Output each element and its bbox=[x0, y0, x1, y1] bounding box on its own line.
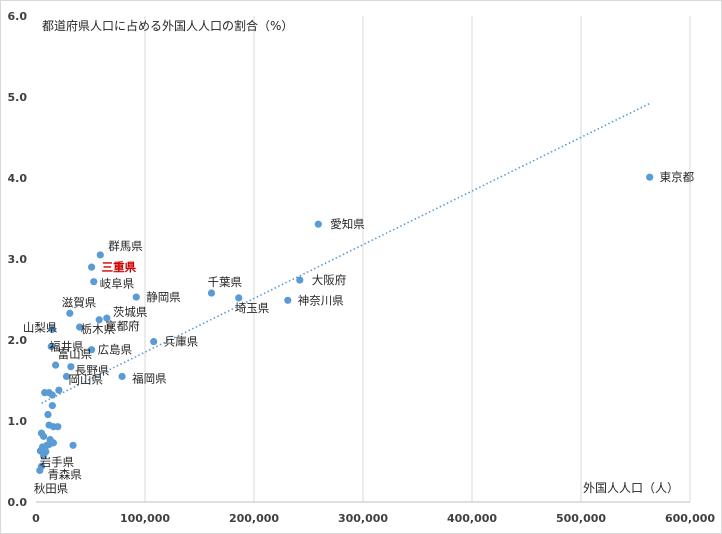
data-point bbox=[62, 372, 71, 381]
point-label: 神奈川県 bbox=[298, 293, 344, 307]
data-point bbox=[69, 441, 77, 449]
data-point bbox=[47, 342, 55, 351]
data-point bbox=[87, 346, 96, 354]
gridlines bbox=[144, 16, 691, 502]
point-label: 滋賀県 bbox=[62, 295, 97, 309]
x-tick-label: 200,000 bbox=[229, 512, 279, 525]
data-point bbox=[36, 447, 44, 455]
y-axis-label: 都道府県人口に占める外国人人口の割合（%） bbox=[42, 18, 293, 33]
data-point bbox=[96, 251, 104, 259]
data-point bbox=[296, 276, 304, 284]
data-point bbox=[52, 361, 60, 369]
point-label: 岐阜県 bbox=[100, 277, 135, 291]
data-point bbox=[207, 289, 216, 297]
data-point bbox=[90, 278, 98, 286]
data-point bbox=[40, 432, 48, 440]
data-point bbox=[36, 466, 44, 475]
data-point bbox=[132, 293, 140, 301]
data-point bbox=[314, 220, 322, 228]
data-point bbox=[76, 323, 84, 331]
data-point bbox=[103, 314, 111, 322]
data-point bbox=[118, 372, 126, 381]
trendline bbox=[41, 102, 651, 404]
x-tick-labels: 0 100,000 200,000 300,000 400,000 500,000 600,… bbox=[32, 512, 715, 525]
point-label: 福岡県 bbox=[132, 371, 167, 385]
data-point bbox=[67, 363, 75, 371]
data-point bbox=[42, 448, 50, 456]
point-label: 静岡県 bbox=[146, 290, 181, 304]
x-tick-label: 100,000 bbox=[120, 512, 170, 525]
point-label: 広島県 bbox=[98, 343, 133, 357]
point-label: 京都府 bbox=[105, 319, 140, 333]
point-label: 富山県 bbox=[58, 347, 93, 361]
point-label: 岡山県 bbox=[69, 372, 104, 386]
x-tick-label: 500,000 bbox=[556, 512, 606, 525]
data-point bbox=[235, 294, 243, 302]
data-points bbox=[36, 173, 654, 475]
y-tick-label: 4.0 bbox=[8, 172, 28, 185]
x-axis-label: 外国人人口（人） bbox=[583, 481, 679, 495]
point-label: 福井県 bbox=[49, 339, 84, 353]
point-label: 岩手県 bbox=[40, 455, 75, 469]
x-tick-label: 300,000 bbox=[338, 512, 388, 525]
point-label: 千葉県 bbox=[207, 275, 242, 289]
data-point bbox=[44, 410, 52, 419]
point-label: 大阪府 bbox=[312, 273, 347, 287]
data-point bbox=[55, 386, 63, 394]
data-point bbox=[284, 296, 292, 304]
point-label: 愛知県 bbox=[330, 217, 365, 231]
point-label: 三重県 bbox=[102, 260, 137, 274]
data-point bbox=[48, 402, 56, 410]
point-label: 青森県 bbox=[47, 467, 82, 481]
point-label: 秋田県 bbox=[34, 481, 69, 495]
y-tick-label: 1.0 bbox=[8, 415, 28, 428]
y-tick-label: 3.0 bbox=[8, 253, 28, 266]
y-tick-label: 6.0 bbox=[8, 10, 28, 23]
data-point bbox=[66, 309, 74, 317]
point-label: 長野県 bbox=[75, 364, 110, 378]
data-point bbox=[48, 325, 56, 334]
point-label: 山梨県 bbox=[23, 320, 58, 334]
data-point bbox=[150, 338, 158, 346]
point-label: 茨城県 bbox=[113, 305, 148, 319]
data-point bbox=[95, 316, 103, 324]
data-point bbox=[48, 391, 56, 399]
point-label: 東京都 bbox=[660, 170, 695, 184]
x-tick-label: 600,000 bbox=[665, 512, 715, 525]
data-point bbox=[646, 173, 654, 181]
y-tick-label: 0.0 bbox=[8, 496, 28, 509]
point-label: 栃木県 bbox=[81, 322, 116, 336]
y-tick-labels: 0.0 1.0 2.0 3.0 4.0 5.0 6.0 bbox=[8, 10, 28, 509]
point-label: 埼玉県 bbox=[235, 301, 270, 315]
y-tick-label: 2.0 bbox=[8, 334, 28, 347]
data-point bbox=[54, 423, 62, 431]
x-tick-label: 0 bbox=[32, 512, 40, 525]
point-label: 群馬県 bbox=[108, 239, 143, 253]
x-tick-label: 400,000 bbox=[447, 512, 497, 525]
data-point bbox=[87, 263, 96, 271]
y-tick-label: 5.0 bbox=[8, 91, 28, 104]
point-label: 兵庫県 bbox=[164, 335, 199, 349]
